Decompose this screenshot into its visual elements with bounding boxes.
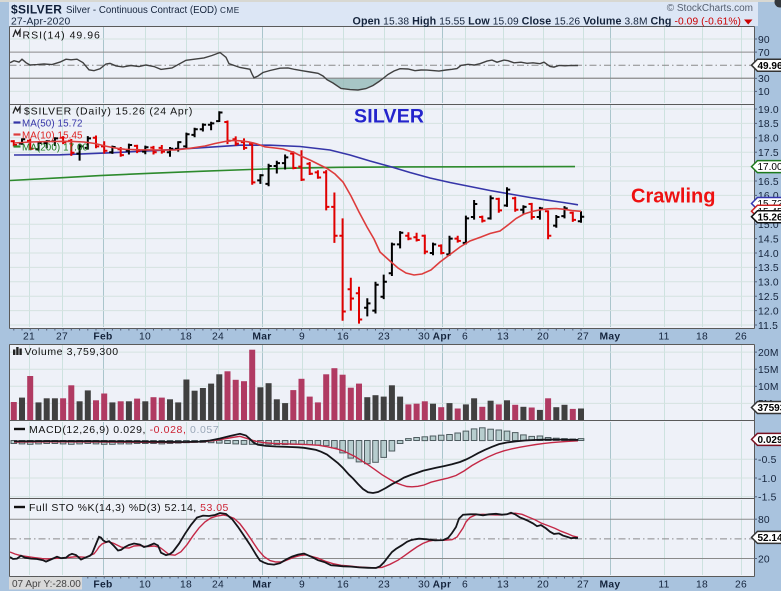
svg-text:21: 21	[23, 331, 35, 342]
svg-text:Feb: Feb	[93, 331, 112, 342]
svg-text:14.5: 14.5	[758, 234, 779, 245]
svg-text:375930: 375930	[758, 403, 781, 414]
svg-text:12.0: 12.0	[758, 306, 779, 317]
svg-text:$SILVER (Daily) 15.26 (24 Apr): $SILVER (Daily) 15.26 (24 Apr)	[24, 106, 193, 118]
svg-text:18: 18	[696, 579, 708, 590]
svg-text:9: 9	[299, 579, 305, 590]
svg-text:13.5: 13.5	[758, 263, 779, 274]
svg-text:70: 70	[758, 48, 770, 59]
svg-text:15M: 15M	[758, 365, 779, 376]
svg-text:6: 6	[462, 579, 468, 590]
svg-text:14.0: 14.0	[758, 249, 779, 260]
svg-text:23: 23	[378, 331, 390, 342]
svg-text:90: 90	[758, 35, 770, 46]
svg-text:© StockCharts.com: © StockCharts.com	[667, 3, 753, 14]
svg-text:10: 10	[139, 579, 151, 590]
svg-text:18: 18	[180, 331, 192, 342]
svg-text:20: 20	[537, 579, 549, 590]
svg-text:18.5: 18.5	[758, 119, 779, 130]
svg-text:Silver - Continuous Contract (: Silver - Continuous Contract (EOD) CME	[66, 5, 240, 16]
svg-text:18.0: 18.0	[758, 134, 779, 145]
svg-text:0.029: 0.029	[758, 435, 781, 446]
svg-text:MACD(12,26,9) 0.029, -0.028, 0: MACD(12,26,9) 0.029, -0.028, 0.057	[29, 424, 219, 436]
svg-text:24: 24	[212, 331, 224, 342]
svg-text:Mar: Mar	[252, 331, 271, 342]
svg-text:May: May	[600, 331, 621, 342]
svg-text:13: 13	[497, 331, 509, 342]
svg-text:6: 6	[462, 331, 468, 342]
svg-text:27: 27	[577, 331, 589, 342]
svg-text:20: 20	[758, 554, 770, 565]
svg-text:-1.5: -1.5	[758, 493, 777, 504]
svg-text:30: 30	[418, 579, 430, 590]
svg-text:16.5: 16.5	[758, 177, 779, 188]
svg-text:19.0: 19.0	[758, 105, 779, 116]
svg-text:26: 26	[735, 331, 747, 342]
svg-text:Open 15.38 High 15.55 Low 15.0: Open 15.38 High 15.55 Low 15.09 Close 15…	[353, 16, 741, 28]
svg-text:11: 11	[658, 579, 669, 590]
svg-text:52.14: 52.14	[758, 533, 781, 544]
svg-text:17.00: 17.00	[758, 162, 781, 173]
svg-text:18: 18	[696, 331, 708, 342]
svg-text:Feb: Feb	[93, 579, 112, 590]
svg-text:27-Apr-2020: 27-Apr-2020	[11, 17, 71, 28]
svg-text:Apr: Apr	[433, 579, 452, 590]
svg-text:SILVER: SILVER	[354, 106, 424, 128]
svg-text:10: 10	[139, 331, 151, 342]
svg-text:27: 27	[56, 331, 68, 342]
svg-text:Full STO %K(14,3) %D(3) 52.14,: Full STO %K(14,3) %D(3) 52.14, 53.05	[29, 502, 229, 514]
svg-text:80: 80	[758, 515, 770, 526]
svg-text:30: 30	[758, 74, 770, 85]
svg-text:26: 26	[735, 579, 747, 590]
svg-text:15.0: 15.0	[758, 220, 779, 231]
svg-text:13.0: 13.0	[758, 278, 779, 289]
svg-text:13: 13	[497, 579, 509, 590]
svg-text:9: 9	[299, 331, 305, 342]
svg-text:May: May	[600, 579, 621, 590]
svg-text:Crawling: Crawling	[631, 186, 715, 208]
svg-text:11: 11	[658, 331, 669, 342]
svg-text:Volume 3,759,300: Volume 3,759,300	[25, 346, 119, 358]
svg-text:17.5: 17.5	[758, 148, 779, 159]
svg-text:RSI(14) 49.96: RSI(14) 49.96	[23, 30, 101, 42]
svg-text:10: 10	[758, 87, 770, 98]
svg-text:10M: 10M	[758, 382, 779, 393]
svg-text:16: 16	[337, 331, 349, 342]
svg-text:12.5: 12.5	[758, 292, 779, 303]
svg-text:20M: 20M	[758, 348, 779, 359]
svg-text:16: 16	[337, 579, 349, 590]
svg-text:11.5: 11.5	[758, 321, 778, 332]
svg-text:Apr: Apr	[433, 331, 452, 342]
svg-text:MA(50) 15.72: MA(50) 15.72	[22, 119, 83, 130]
svg-text:07 Apr Y:-28.00: 07 Apr Y:-28.00	[12, 579, 81, 590]
svg-text:-0.5: -0.5	[758, 455, 777, 466]
svg-text:$SILVER: $SILVER	[11, 3, 62, 17]
svg-text:Mar: Mar	[252, 579, 271, 590]
svg-text:-1.0: -1.0	[758, 474, 777, 485]
svg-text:24: 24	[212, 579, 224, 590]
svg-text:15.26: 15.26	[758, 212, 781, 223]
svg-text:20: 20	[537, 331, 549, 342]
svg-text:27: 27	[577, 579, 589, 590]
svg-text:23: 23	[378, 579, 390, 590]
svg-text:16.0: 16.0	[758, 191, 779, 202]
svg-text:30: 30	[418, 331, 430, 342]
svg-text:49.96: 49.96	[758, 61, 781, 72]
svg-text:MA(10) 15.45: MA(10) 15.45	[22, 131, 83, 142]
svg-text:18: 18	[180, 579, 192, 590]
svg-text:MA(200) 17.00: MA(200) 17.00	[22, 143, 89, 154]
